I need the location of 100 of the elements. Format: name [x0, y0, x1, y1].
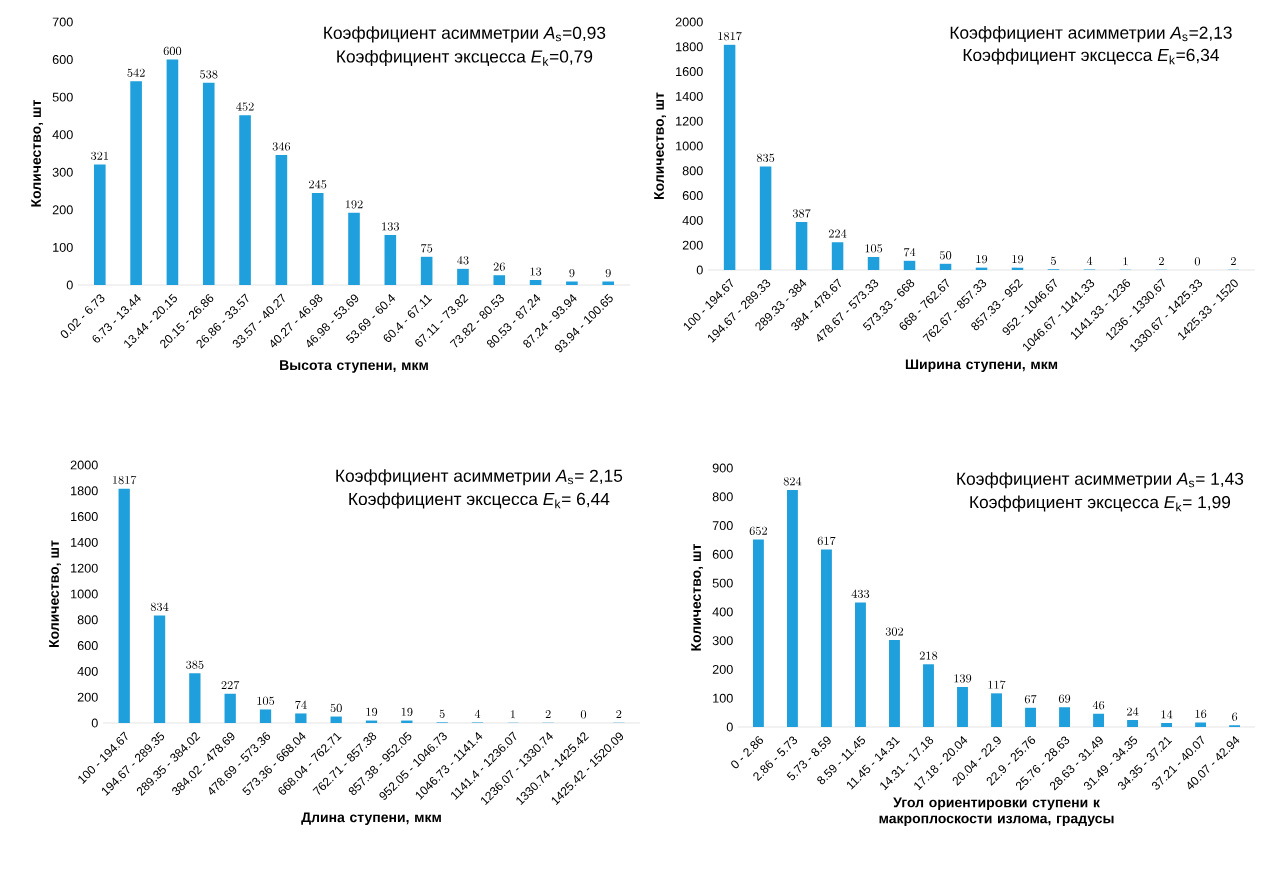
data-label: 0 — [580, 710, 587, 719]
bar — [153, 615, 166, 723]
y-tick-label: 1200 — [676, 116, 703, 126]
y-tick-label: 1400 — [71, 537, 98, 547]
bar — [991, 693, 1002, 727]
x-axis-title: Ширина ступени, мкм — [905, 359, 1058, 372]
data-label: 46 — [1092, 700, 1105, 710]
y-tick-label: 1000 — [71, 589, 98, 599]
data-label: 452 — [236, 102, 254, 111]
y-tick-label: 0 — [91, 718, 98, 728]
y-tick-label: 1400 — [676, 91, 703, 101]
data-label: 824 — [783, 477, 802, 486]
data-label: 117 — [988, 680, 1006, 689]
data-label: 19 — [366, 707, 378, 717]
bar — [602, 281, 615, 285]
annotation: Коэффициент эксцесса E$_{k}$= 6,44 — [349, 492, 610, 509]
bar — [166, 59, 179, 285]
y-tick-label: 1200 — [71, 563, 98, 573]
data-label: 224 — [828, 229, 847, 238]
annotation: Коэффициент эксцесса E$_{k}$=0,79 — [337, 49, 593, 67]
data-label: 9 — [569, 268, 575, 278]
y-tick-label: 100 — [53, 242, 73, 252]
y-tick-label: 800 — [712, 492, 733, 502]
bar — [130, 81, 142, 285]
bar — [330, 716, 342, 723]
x-axis-title: Угол ориентировки ступени к макроплоскости излома, градусы — [879, 797, 1114, 827]
data-label: 218 — [919, 651, 938, 660]
data-label: 74 — [904, 247, 916, 257]
data-label: 835 — [756, 153, 775, 163]
data-label: 542 — [127, 68, 145, 77]
bar — [821, 549, 832, 727]
data-label: 617 — [817, 536, 836, 546]
data-label: 105 — [865, 244, 883, 253]
y-tick-label: 0 — [66, 280, 73, 290]
y-axis-title: Количество, шт — [49, 540, 61, 648]
y-tick-label: 500 — [52, 92, 73, 102]
data-label: 50 — [939, 251, 952, 260]
data-label: 13 — [530, 267, 542, 276]
y-tick-label: 200 — [77, 692, 98, 702]
y-tick-label: 800 — [77, 615, 98, 625]
bar — [831, 242, 844, 270]
bar — [957, 687, 968, 727]
data-label: 2 — [1158, 257, 1164, 266]
y-tick-label: 200 — [682, 240, 703, 250]
bar — [384, 235, 397, 285]
bar — [1161, 722, 1173, 727]
data-label: 24 — [1127, 707, 1139, 716]
data-label: 19 — [1012, 254, 1024, 264]
y-tick-label: 200 — [52, 205, 73, 215]
y-tick-label: 300 — [52, 167, 73, 177]
data-label: 302 — [885, 627, 904, 636]
annotation: Коэффициент асимметрии A$_{s}$=2,13 — [950, 26, 1232, 43]
y-tick-label: 400 — [712, 607, 733, 617]
y-tick-label: 400 — [77, 666, 98, 676]
y-tick-label: 600 — [682, 191, 703, 201]
bar — [1127, 720, 1139, 727]
y-tick-label: 500 — [712, 578, 733, 588]
y-tick-label: 1000 — [676, 141, 703, 151]
data-label: 192 — [345, 200, 363, 209]
bar — [867, 256, 880, 270]
data-label: 1 — [1123, 257, 1128, 266]
y-tick-label: 2000 — [70, 460, 98, 470]
bar — [311, 192, 324, 285]
data-label: 75 — [421, 243, 433, 253]
bar — [1059, 707, 1070, 727]
bar — [259, 709, 272, 723]
bar — [723, 44, 736, 270]
bar — [903, 260, 916, 270]
data-label: 834 — [150, 602, 169, 611]
bar — [1195, 722, 1207, 727]
data-label: 387 — [792, 209, 811, 218]
y-tick-label: 600 — [712, 549, 733, 559]
bar — [855, 602, 866, 727]
y-axis-title: Количество, шт — [31, 99, 44, 207]
y-tick-label: 200 — [712, 664, 733, 674]
data-label: 16 — [1195, 709, 1207, 718]
data-label: 2 — [1230, 257, 1236, 266]
annotation: Коэффициент эксцесса E$_{k}$= 1,99 — [970, 495, 1231, 512]
data-label: 4 — [1086, 256, 1093, 265]
data-label: 43 — [457, 255, 469, 265]
data-label: 652 — [749, 526, 768, 535]
annotation: Коэффициент асимметрии A$_{s}$= 1,43 — [957, 472, 1244, 489]
y-tick-label: 1600 — [676, 67, 703, 77]
data-label: 19 — [976, 254, 988, 264]
data-label: 0 — [1194, 257, 1201, 266]
bar — [493, 275, 506, 285]
bar — [1093, 713, 1104, 727]
y-tick-label: 600 — [77, 641, 98, 651]
data-label: 385 — [186, 660, 204, 669]
data-label: 245 — [309, 180, 327, 189]
data-label: 69 — [1058, 694, 1071, 703]
bar — [93, 164, 106, 285]
bar — [1025, 707, 1036, 727]
data-label: 433 — [851, 589, 870, 598]
x-axis-title: Длина ступени, мкм — [301, 812, 441, 825]
y-tick-label: 900 — [712, 463, 733, 473]
data-label: 1 — [510, 710, 515, 719]
y-axis-title: Количество, шт — [654, 92, 666, 199]
y-tick-label: 300 — [712, 636, 733, 646]
bar — [457, 268, 469, 285]
